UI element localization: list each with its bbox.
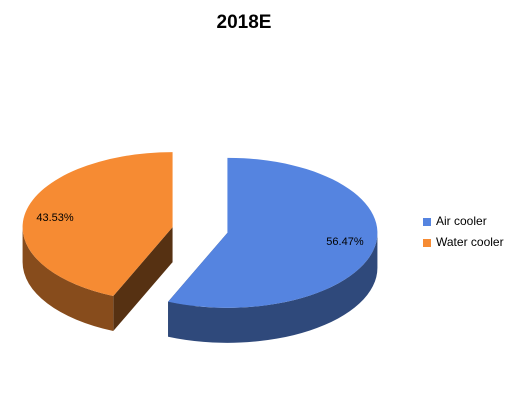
legend: Air cooler Water cooler bbox=[423, 214, 504, 249]
slice-side bbox=[168, 232, 378, 343]
legend-swatch bbox=[423, 239, 431, 247]
legend-swatch bbox=[423, 218, 431, 226]
data-labels: 56.47% 43.53% bbox=[36, 212, 363, 248]
chart-title: 2018E bbox=[217, 12, 272, 33]
pie-tops bbox=[22, 152, 378, 308]
data-label: 56.47% bbox=[326, 236, 364, 248]
legend-label: Water cooler bbox=[436, 235, 504, 249]
legend-label: Air cooler bbox=[436, 214, 487, 228]
slice-cut-face bbox=[113, 227, 173, 332]
slice bbox=[168, 157, 378, 308]
slice-side bbox=[22, 227, 114, 332]
slice bbox=[22, 152, 173, 297]
data-label: 43.53% bbox=[36, 212, 74, 224]
